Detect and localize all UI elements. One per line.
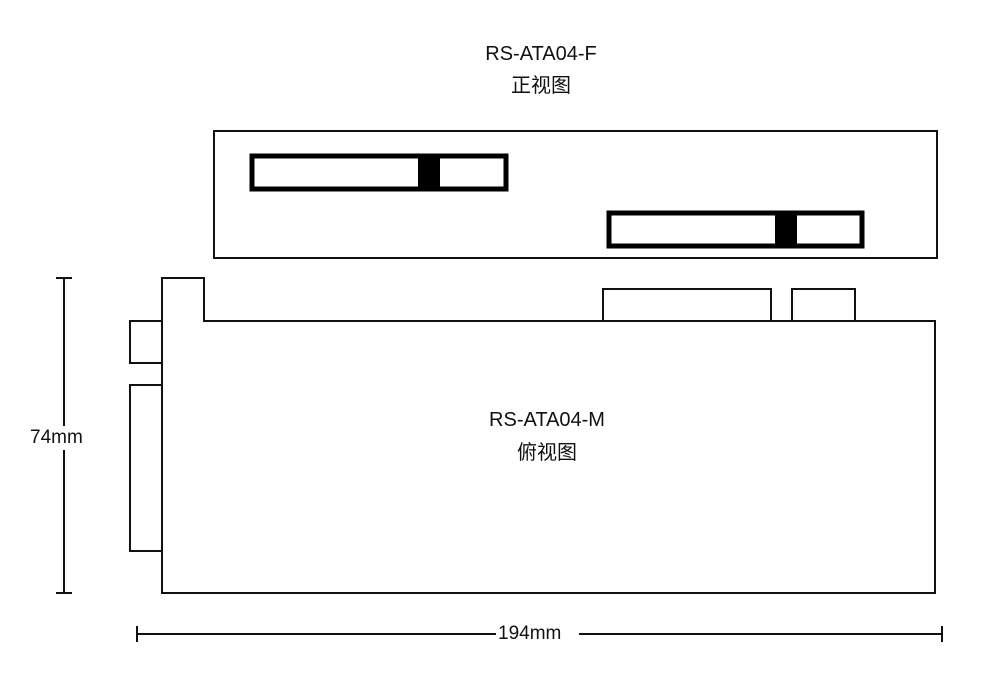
top-view-side-connector-small — [129, 320, 163, 364]
top-view-top-connector-2 — [791, 288, 856, 322]
front-view-connector-2 — [606, 210, 865, 249]
top-view-top-connector-1 — [602, 288, 772, 322]
height-dimension-label: 74mm — [30, 427, 83, 449]
height-dimension-line — [56, 277, 72, 594]
front-view-name-label: 正视图 — [511, 73, 571, 97]
front-view-connector-1 — [249, 153, 509, 192]
connector-1-key — [418, 156, 440, 189]
connector-2-key — [775, 213, 797, 246]
top-view-side-connector-large — [129, 384, 163, 552]
top-view-name-label: 俯视图 — [517, 440, 577, 464]
connector-1-outline — [249, 153, 509, 192]
width-dimension-label: 194mm — [498, 623, 562, 645]
top-view-model-label: RS-ATA04-M — [489, 409, 605, 431]
front-view-board-outline — [213, 130, 938, 259]
front-view-model-label: RS-ATA04-F — [485, 43, 597, 65]
width-dimension-line — [136, 626, 943, 642]
top-view-board-outline — [161, 277, 936, 594]
connector-2-outline — [606, 210, 865, 249]
